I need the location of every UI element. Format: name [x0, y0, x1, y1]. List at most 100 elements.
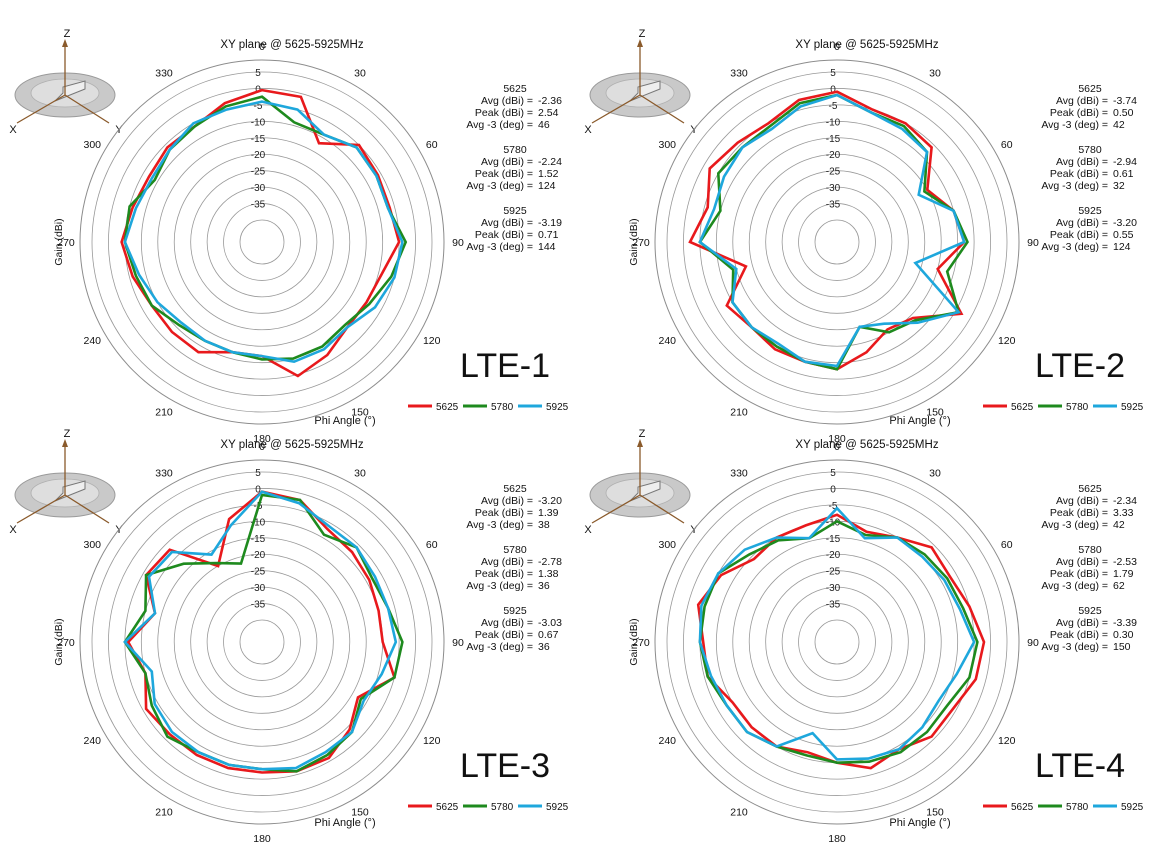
series-line-5780: [123, 95, 408, 361]
theta-tick-label: 240: [83, 335, 101, 347]
r-tick-label: -35: [826, 600, 841, 611]
grid-circle: [699, 504, 975, 780]
legend-label-5780: 5780: [1066, 802, 1089, 813]
r-tick-label: -10: [251, 117, 266, 128]
stats-peak-label: Peak (dBi) =: [1050, 507, 1108, 519]
z-axis-label: Z: [64, 28, 71, 40]
stats-frequency: 5780: [1078, 144, 1102, 156]
theta-tick-label: 210: [155, 407, 173, 419]
theta-tick-label: 210: [730, 807, 748, 819]
theta-tick-label: 300: [658, 139, 676, 151]
x-axis-line: [591, 494, 641, 524]
stats-avg3-label: Avg -3 (deg) =: [1041, 641, 1108, 653]
grid-circle: [239, 619, 285, 665]
stats-avg3-label: Avg -3 (deg) =: [466, 580, 533, 592]
legend-label-5780: 5780: [491, 802, 514, 813]
stats-avg3-value: 42: [1113, 519, 1125, 531]
stats-frequency: 5780: [503, 144, 527, 156]
theta-tick-label: 240: [658, 735, 676, 747]
theta-tick-label: 30: [354, 467, 366, 479]
stats-avg3-label: Avg -3 (deg) =: [466, 180, 533, 192]
grid-circle: [91, 71, 433, 413]
stats-avg3-value: 144: [538, 241, 556, 253]
stats-avg-value: -2.36: [538, 95, 562, 107]
stats-avg-value: -3.19: [538, 217, 562, 229]
stats-avg3-value: 62: [1113, 580, 1125, 592]
theta-tick-label: 60: [426, 539, 438, 551]
r-tick-label: -25: [251, 567, 266, 578]
theta-tick-label: 270: [632, 637, 650, 649]
grid-circle: [157, 537, 367, 747]
grid-circle: [732, 537, 942, 747]
x-axis-line: [16, 94, 66, 124]
legend-label-5925: 5925: [1121, 402, 1144, 413]
stats-peak-value: 1.38: [538, 568, 559, 580]
theta-tick-label: 30: [929, 67, 941, 79]
stats-avg3-label: Avg -3 (deg) =: [1041, 580, 1108, 592]
theta-tick-label: 300: [83, 539, 101, 551]
chart-title: XY plane @ 5625-5925MHz: [795, 439, 938, 451]
grid-circle: [715, 120, 959, 364]
grid-circle: [223, 603, 301, 681]
r-tick-label: -20: [826, 550, 841, 561]
legend-label-5780: 5780: [1066, 402, 1089, 413]
theta-tick-label: 120: [423, 335, 441, 347]
stats-avg3-value: 38: [538, 519, 550, 531]
y-axis-title: Gain (dBi): [628, 618, 640, 665]
stats-avg3-label: Avg -3 (deg) =: [466, 641, 533, 653]
r-tick-label: -5: [254, 101, 263, 112]
theta-tick-label: 0: [834, 441, 840, 453]
theta-tick-label: 150: [351, 407, 369, 419]
stats-avg3-value: 42: [1113, 119, 1125, 131]
y-axis-label: Y: [115, 124, 123, 136]
y-axis-line: [64, 94, 110, 124]
stats-avg-label: Avg (dBi) =: [1056, 95, 1108, 107]
stats-avg3-value: 36: [538, 580, 550, 592]
polar-chart-2: Z X Y XY plane @ 5625-5925MHz 5 0 -5 -10 -15 -20 -…: [584, 28, 1143, 445]
z-axis-arrow: [62, 439, 68, 447]
x-axis-label: X: [584, 524, 592, 536]
grid-circle: [765, 170, 909, 314]
r-tick-label: -15: [251, 134, 266, 145]
polar-chart-4: ZX YXY plane @ 5625-5925MHz50-5-10-15-20-…: [584, 428, 1143, 843]
stats-peak-label: Peak (dBi) =: [1050, 629, 1108, 641]
stats-avg-value: -3.39: [1113, 617, 1137, 629]
z-axis-arrow: [637, 39, 643, 47]
y-axis-line: [639, 494, 685, 524]
theta-tick-label: 180: [828, 433, 846, 445]
theta-tick-label: 120: [423, 735, 441, 747]
grid-circle: [781, 586, 893, 698]
grid-circle: [206, 586, 318, 698]
chart-title: XY plane @ 5625-5925MHz: [220, 439, 363, 451]
grid-circle: [748, 553, 926, 731]
legend: 5625 5780 5925: [983, 402, 1144, 413]
grid-circle: [748, 153, 926, 331]
y-axis-title: Gain (dBi): [53, 618, 65, 665]
stats-frequency: 5925: [1078, 205, 1102, 217]
stats-peak-value: 2.54: [538, 107, 559, 119]
grid-circle: [108, 488, 416, 796]
z-axis-arrow: [637, 439, 643, 447]
theta-tick-label: 330: [730, 467, 748, 479]
r-tick-label: -10: [826, 117, 841, 128]
theta-tick-label: 270: [57, 237, 75, 249]
theta-tick-label: 30: [929, 467, 941, 479]
x-axis-label: X: [9, 524, 17, 536]
grid-circle: [124, 504, 400, 780]
stats-peak-value: 0.71: [538, 229, 559, 241]
series-line-5925: [123, 100, 404, 364]
outer-ring: [79, 59, 445, 425]
x-axis-line: [591, 94, 641, 124]
series-line-5925: [123, 490, 398, 771]
y-axis-line: [639, 94, 685, 124]
stats-peak-value: 1.39: [538, 507, 559, 519]
r-tick-label: -20: [826, 150, 841, 161]
grid-circle: [666, 471, 1008, 813]
stats-frequency: 5625: [1078, 83, 1102, 95]
stats-peak-value: 0.61: [1113, 168, 1134, 180]
theta-tick-label: 60: [1001, 539, 1013, 551]
r-tick-label: -15: [826, 134, 841, 145]
stats-peak-value: 1.52: [538, 168, 559, 180]
